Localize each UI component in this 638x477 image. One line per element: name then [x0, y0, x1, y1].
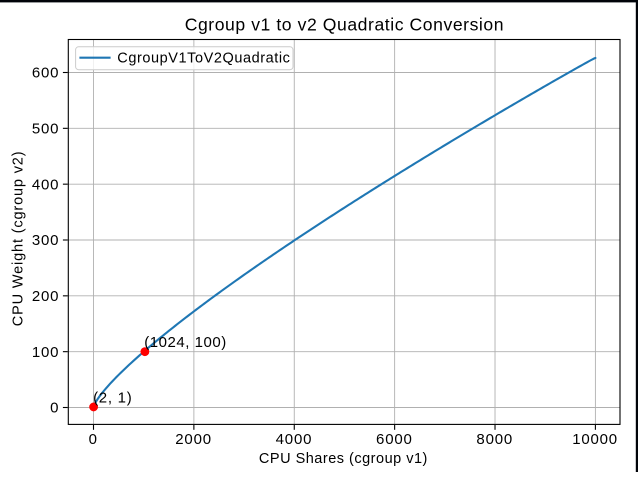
svg-text:400: 400	[32, 176, 59, 193]
svg-text:200: 200	[32, 288, 59, 305]
svg-text:300: 300	[32, 232, 59, 249]
svg-text:600: 600	[32, 65, 59, 82]
svg-text:100: 100	[32, 344, 59, 361]
svg-text:(1024, 100): (1024, 100)	[144, 334, 226, 351]
svg-text:CPU Shares (cgroup v1): CPU Shares (cgroup v1)	[259, 451, 428, 467]
svg-text:4000: 4000	[276, 431, 313, 448]
svg-text:6000: 6000	[376, 431, 413, 448]
svg-text:CPU Weight (cgroup v2): CPU Weight (cgroup v2)	[11, 151, 27, 327]
svg-text:10000: 10000	[572, 431, 618, 448]
svg-text:0: 0	[50, 400, 59, 417]
svg-text:500: 500	[32, 120, 59, 137]
svg-text:Cgroup v1 to v2 Quadratic Conv: Cgroup v1 to v2 Quadratic Conversion	[185, 15, 504, 35]
svg-text:2000: 2000	[175, 431, 212, 448]
svg-text:8000: 8000	[476, 431, 513, 448]
svg-text:(2, 1): (2, 1)	[93, 390, 132, 407]
svg-text:0: 0	[89, 431, 98, 448]
svg-text:CgroupV1ToV2Quadratic: CgroupV1ToV2Quadratic	[117, 51, 290, 67]
